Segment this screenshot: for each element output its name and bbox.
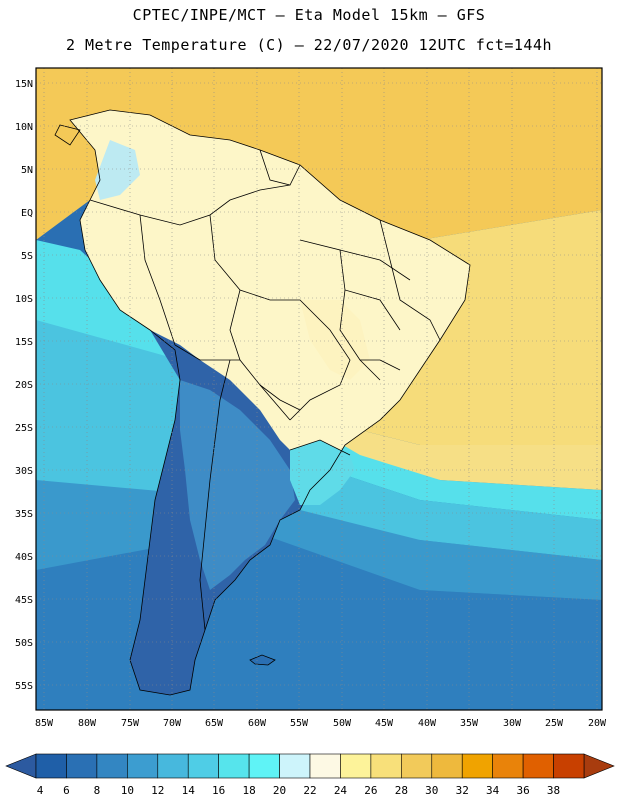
lon-tick-label: 60W bbox=[248, 718, 267, 729]
legend-label: 30 bbox=[425, 784, 438, 797]
land-patagonia bbox=[180, 380, 295, 590]
lat-tick-label: 25S bbox=[15, 423, 33, 434]
map-title-line-2: 2 Metre Temperature (C) – 22/07/2020 12U… bbox=[65, 36, 553, 54]
lat-tick-label: 45S bbox=[15, 595, 33, 606]
lon-tick-label: 30W bbox=[503, 718, 522, 729]
legend-label: 8 bbox=[94, 784, 101, 797]
lon-tick-label: 25W bbox=[545, 718, 564, 729]
land-uruguay bbox=[290, 440, 355, 505]
lat-tick-label: EQ bbox=[21, 208, 33, 219]
lat-tick-label: 15N bbox=[15, 79, 33, 90]
lon-tick-label: 35W bbox=[460, 718, 479, 729]
lat-tick-label: 20S bbox=[15, 380, 33, 391]
legend-swatch bbox=[66, 753, 98, 779]
legend-swatch bbox=[157, 753, 189, 779]
lon-tick-label: 20W bbox=[588, 718, 607, 729]
legend-under-arrow bbox=[5, 753, 37, 779]
lon-tick-label: 80W bbox=[78, 718, 97, 729]
lat-tick-label: 30S bbox=[15, 466, 33, 477]
lat-tick-label: 10N bbox=[15, 122, 33, 133]
map-title-line-1: CPTEC/INPE/MCT – Eta Model 15km – GFS bbox=[132, 6, 486, 24]
legend-label: 32 bbox=[456, 784, 469, 797]
legend-swatch bbox=[96, 753, 128, 779]
lat-tick-label: 40S bbox=[15, 552, 33, 563]
legend-over-arrow bbox=[583, 753, 615, 779]
lat-tick-label: 50S bbox=[15, 638, 33, 649]
land-colombia-andes bbox=[95, 140, 140, 200]
country-borders bbox=[54, 109, 471, 696]
legend-swatch bbox=[248, 753, 280, 779]
lon-tick-label: 50W bbox=[333, 718, 352, 729]
lon-tick-label: 65W bbox=[205, 718, 224, 729]
legend-swatch bbox=[492, 753, 524, 779]
legend-label: 38 bbox=[547, 784, 560, 797]
legend-swatch bbox=[401, 753, 433, 779]
legend-swatch bbox=[340, 753, 372, 779]
color-legend: 4 6 8 10 12 14 16 18 20 22 24 26 28 30 32 34 36 38 bbox=[5, 753, 615, 797]
lon-tick-label: 75W bbox=[121, 718, 140, 729]
lon-tick-label: 40W bbox=[418, 718, 437, 729]
legend-swatch bbox=[187, 753, 219, 779]
legend-swatch bbox=[35, 753, 67, 779]
lon-tick-label: 85W bbox=[35, 718, 54, 729]
legend-swatch bbox=[218, 753, 250, 779]
lon-tick-label: 70W bbox=[163, 718, 182, 729]
legend-swatch bbox=[309, 753, 341, 779]
temperature-field bbox=[36, 68, 602, 710]
lat-tick-label: 15S bbox=[15, 337, 33, 348]
legend-swatch bbox=[431, 753, 463, 779]
land-cerrado bbox=[300, 300, 370, 380]
legend-label: 16 bbox=[212, 784, 225, 797]
legend-label: 10 bbox=[121, 784, 134, 797]
plot-frame bbox=[35, 67, 603, 711]
legend-label: 22 bbox=[303, 784, 316, 797]
legend-label: 14 bbox=[182, 784, 196, 797]
legend-swatch bbox=[522, 753, 554, 779]
legend-swatch bbox=[370, 753, 402, 779]
legend-swatch bbox=[553, 753, 585, 779]
lat-tick-label: 5S bbox=[21, 251, 33, 262]
band-22-24-south bbox=[300, 420, 602, 490]
lon-tick-label: 55W bbox=[290, 718, 309, 729]
lat-tick-label: 10S bbox=[15, 294, 33, 305]
legend-label: 6 bbox=[63, 784, 70, 797]
legend-swatch bbox=[127, 753, 159, 779]
legend-label: 34 bbox=[486, 784, 500, 797]
latitude-axis: 15N 10N 5N EQ 5S 10S 15S 20S 25S 30S 35S… bbox=[15, 79, 33, 692]
legend-swatch bbox=[461, 753, 493, 779]
legend-label: 36 bbox=[516, 784, 529, 797]
lat-tick-label: 5N bbox=[21, 165, 33, 176]
legend-label: 28 bbox=[395, 784, 408, 797]
legend-label: 26 bbox=[364, 784, 377, 797]
legend-label: 20 bbox=[273, 784, 286, 797]
legend-swatch bbox=[279, 753, 311, 779]
lat-tick-label: 35S bbox=[15, 509, 33, 520]
lat-tick-label: 55S bbox=[15, 681, 33, 692]
lon-tick-label: 45W bbox=[375, 718, 394, 729]
band-14-16 bbox=[36, 240, 602, 520]
legend-label: 24 bbox=[334, 784, 348, 797]
legend-label: 18 bbox=[242, 784, 255, 797]
legend-label: 4 bbox=[37, 784, 44, 797]
longitude-axis: 85W 80W 75W 70W 65W 60W 55W 50W 45W 40W … bbox=[35, 718, 607, 729]
falkland-islands bbox=[249, 654, 276, 666]
legend-label: 12 bbox=[151, 784, 164, 797]
